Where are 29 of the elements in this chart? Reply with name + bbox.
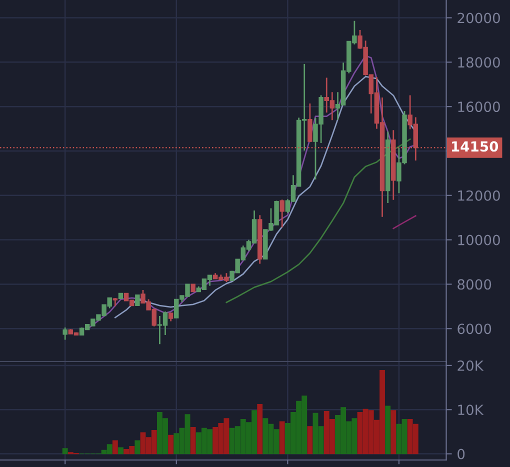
line-series: [86, 55, 416, 330]
ref-line-label: 14150: [452, 141, 498, 152]
y-tick-label: 16000: [458, 102, 500, 112]
y-tick-label: 20K: [458, 360, 484, 371]
candlestick: [308, 102, 312, 143]
line-series: [114, 76, 416, 318]
y-tick-label: 10000: [458, 234, 500, 246]
y-tick-label: 10K: [458, 404, 484, 416]
bar: [390, 410, 396, 454]
candlestick: [135, 294, 140, 306]
bar: [112, 440, 118, 454]
bar: [134, 440, 140, 454]
bar: [307, 426, 313, 454]
candlestick: [280, 198, 284, 228]
bar: [168, 434, 174, 454]
y-tick-label: 18000: [458, 57, 500, 68]
y-tick-label: 12000: [458, 190, 500, 201]
bar: [257, 404, 263, 454]
y-tick-label: 8000: [458, 279, 492, 290]
candlestick: [62, 326, 68, 340]
bar: [190, 426, 196, 454]
y-tick-label: 20000: [458, 12, 500, 24]
bar: [279, 421, 285, 454]
y-tick-label: 0: [458, 448, 465, 460]
line-series: [226, 138, 411, 304]
bar: [62, 448, 68, 454]
y-tick-label: 6000: [458, 324, 492, 334]
bar: [385, 406, 391, 454]
bar: [118, 447, 124, 454]
